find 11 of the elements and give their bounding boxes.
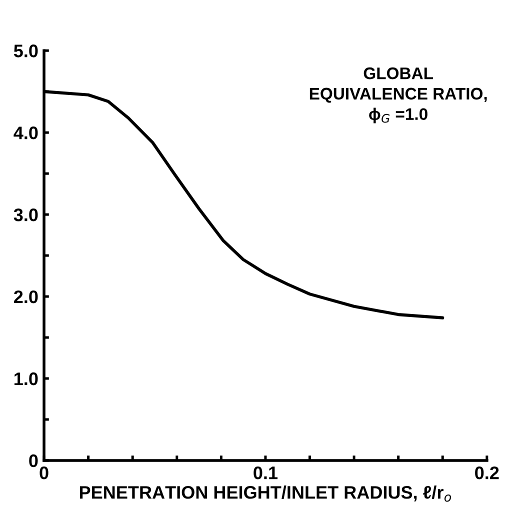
annotation: GLOBAL EQUIVALENCE RATIO, ϕ$_{G}$ =1.0 [310, 67, 487, 124]
y-tick-label: 4.0 [14, 126, 38, 140]
x-tick-label: 0.1 [254, 466, 278, 480]
y-tick-label: 5.0 [14, 44, 38, 58]
x-tick-label: 0 [40, 466, 48, 480]
y-tick-label: 3.0 [14, 208, 38, 222]
x-axis-title: PENETRATION HEIGHT/INLET RADIUS, ℓ/r$_{o}$ [80, 486, 452, 502]
y-tick-label: 2.0 [14, 290, 38, 304]
x-tick-label: 0.2 [475, 466, 499, 480]
y-tick-label: 0 [29, 454, 38, 468]
y-tick-label: 1.0 [14, 372, 38, 386]
